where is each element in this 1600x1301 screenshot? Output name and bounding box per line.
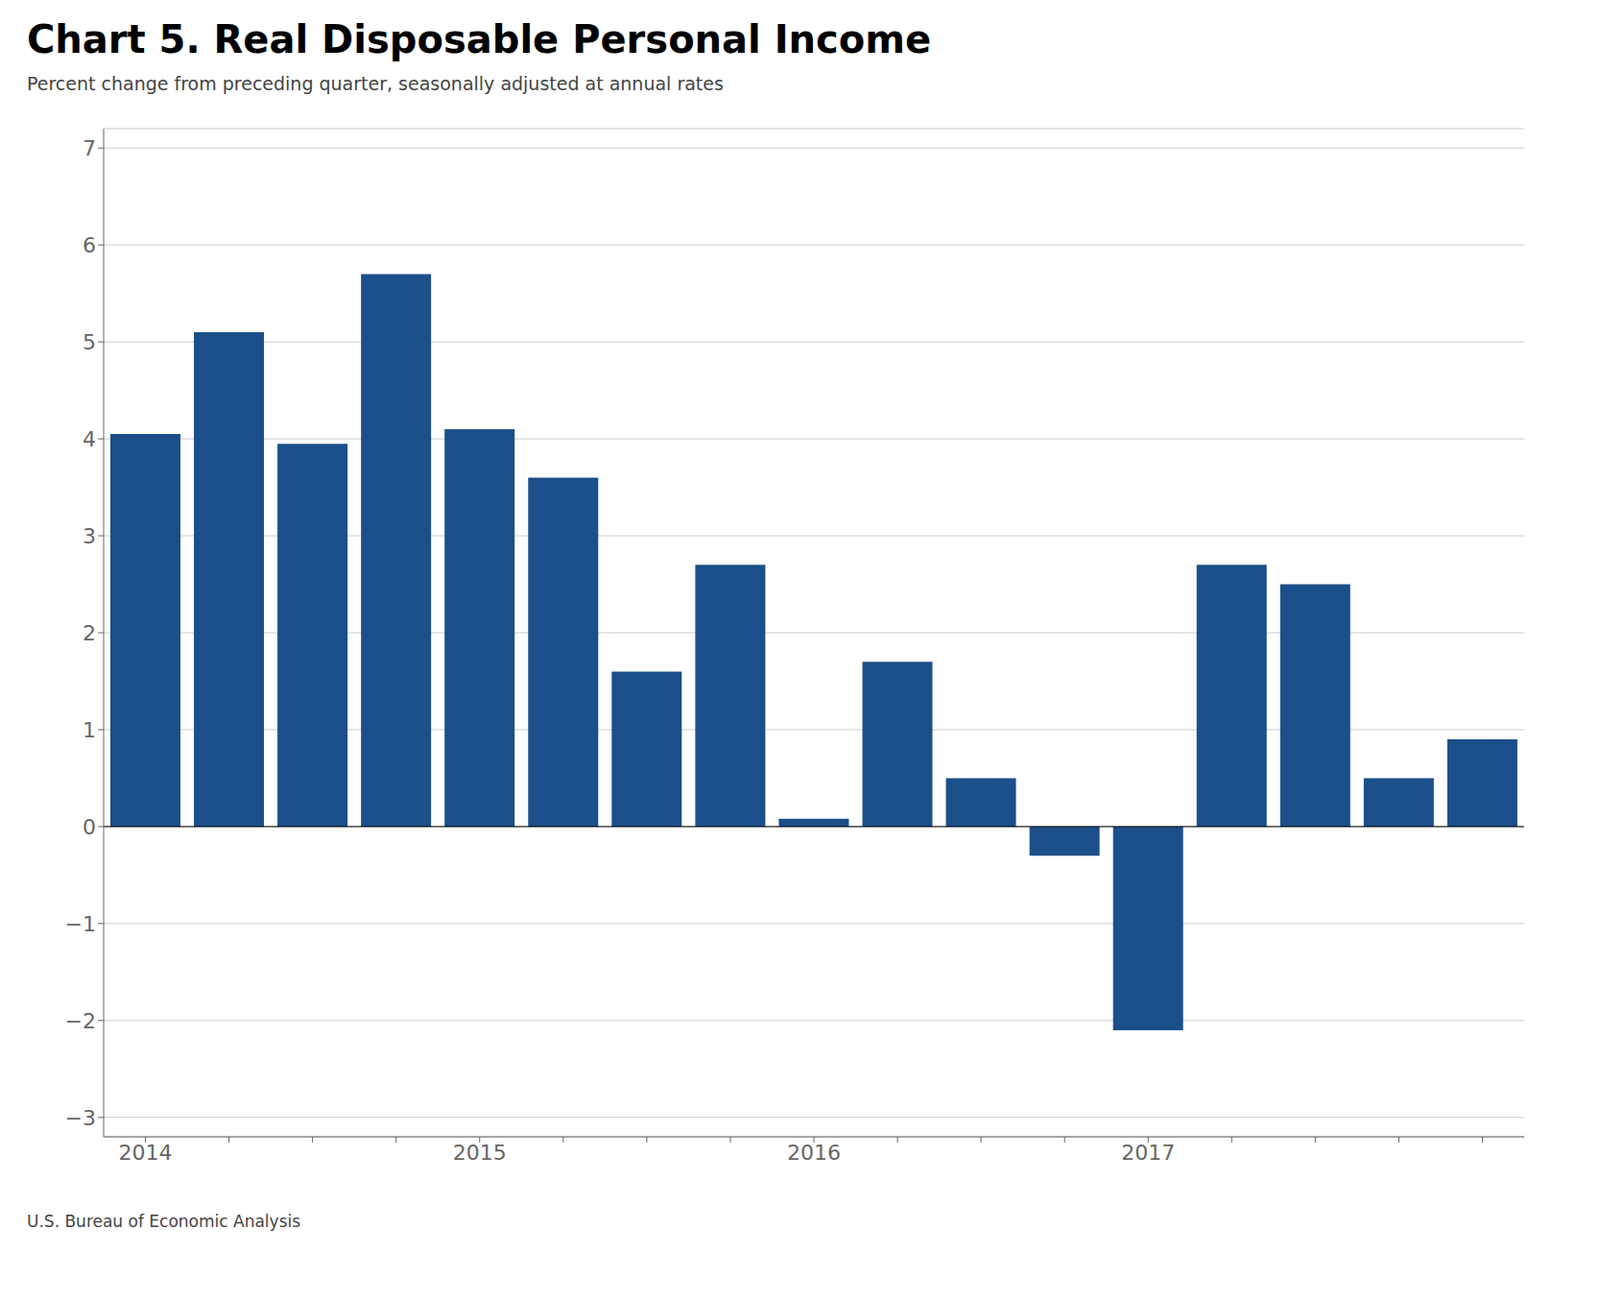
svg-text:2014: 2014 xyxy=(119,1140,173,1165)
svg-text:−3: −3 xyxy=(65,1105,96,1130)
svg-text:2016: 2016 xyxy=(787,1140,841,1165)
svg-text:2017: 2017 xyxy=(1121,1140,1175,1165)
svg-text:−2: −2 xyxy=(65,1008,96,1033)
html-text:U.S. Bureau of Economic Analys: U.S. Bureau of Economic Analysis xyxy=(26,1211,301,1231)
svg-text:0: 0 xyxy=(82,814,96,839)
html-text:Percent change from preceding: Percent change from preceding quarter, s… xyxy=(26,72,724,95)
svg-text:7: 7 xyxy=(82,136,96,161)
svg-text:2: 2 xyxy=(82,620,96,645)
svg-text:3: 3 xyxy=(82,524,96,549)
svg-text:2015: 2015 xyxy=(453,1140,507,1165)
svg-text:4: 4 xyxy=(82,427,96,452)
svg-text:1: 1 xyxy=(82,717,96,742)
svg-text:−1: −1 xyxy=(65,911,96,936)
svg-text:5: 5 xyxy=(82,330,96,355)
svg-text:6: 6 xyxy=(82,233,96,258)
html-text:Chart 5. Real Disposable Perso: Chart 5. Real Disposable Personal Income xyxy=(26,17,932,62)
